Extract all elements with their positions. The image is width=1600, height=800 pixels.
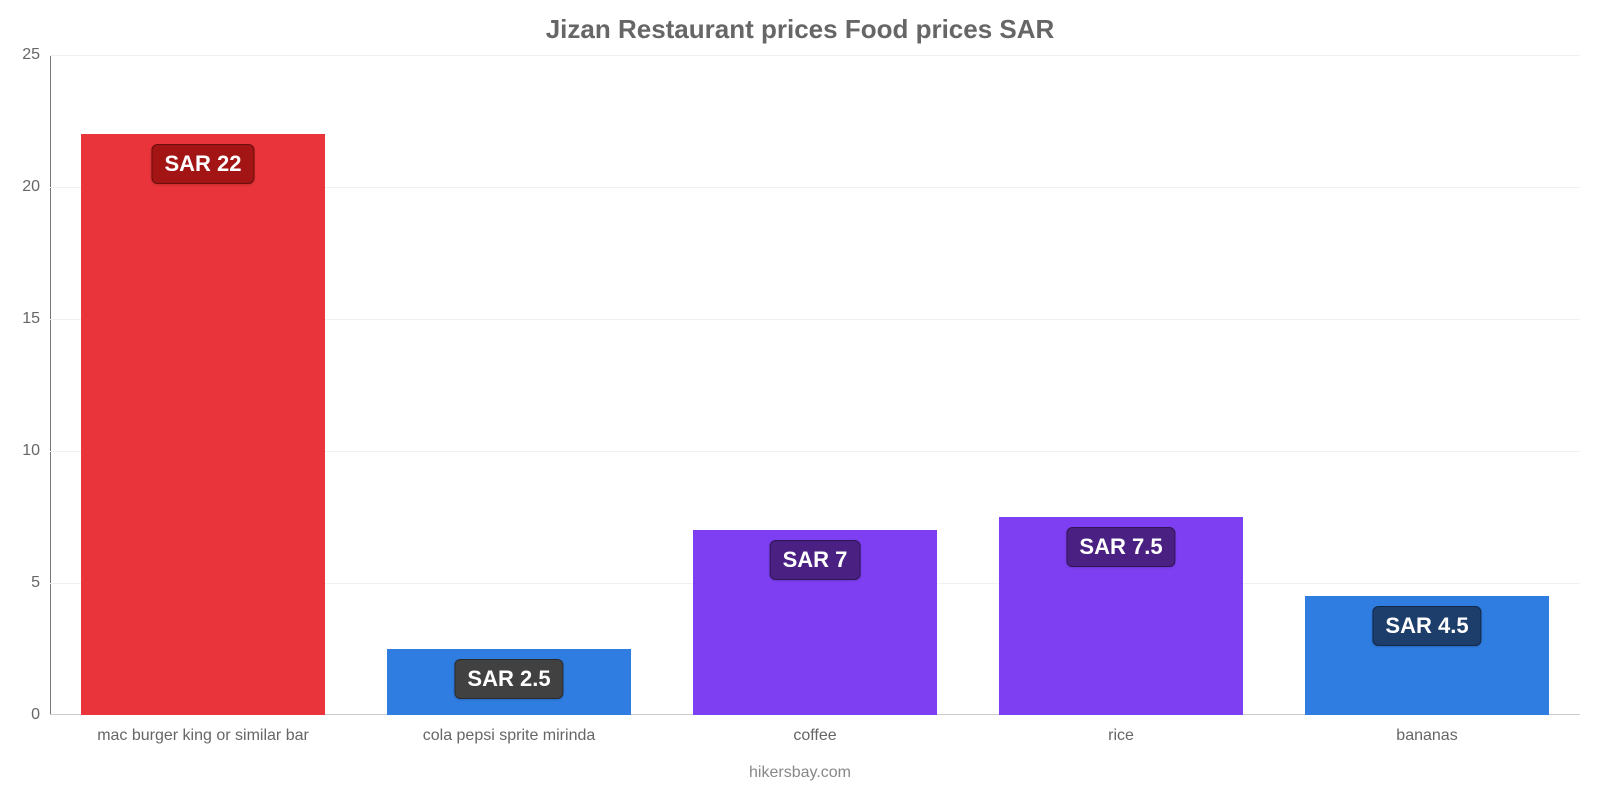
bar-value-label: SAR 2.5 (454, 659, 563, 699)
y-tick-label: 0 (31, 706, 50, 724)
x-tick-label: mac burger king or similar bar (97, 715, 309, 745)
bar (81, 134, 326, 715)
y-tick-label: 25 (22, 46, 50, 64)
y-tick-label: 15 (22, 310, 50, 328)
y-tick-label: 10 (22, 442, 50, 460)
x-tick-label: coffee (793, 715, 836, 745)
gridline (50, 55, 1580, 56)
x-tick-label: bananas (1396, 715, 1457, 745)
bar-value-label: SAR 7 (770, 540, 861, 580)
y-tick-label: 5 (31, 574, 50, 592)
bar-value-label: SAR 22 (151, 144, 254, 184)
plot-area: 0510152025SAR 22mac burger king or simil… (50, 55, 1580, 715)
bar-value-label: SAR 4.5 (1372, 606, 1481, 646)
chart-title: Jizan Restaurant prices Food prices SAR (0, 14, 1600, 45)
x-tick-label: cola pepsi sprite mirinda (423, 715, 596, 745)
x-tick-label: rice (1108, 715, 1134, 745)
y-tick-label: 20 (22, 178, 50, 196)
chart-footer: hikersbay.com (0, 764, 1600, 782)
bar-value-label: SAR 7.5 (1066, 527, 1175, 567)
y-axis-line (50, 55, 51, 715)
price-bar-chart: Jizan Restaurant prices Food prices SAR … (0, 0, 1600, 800)
